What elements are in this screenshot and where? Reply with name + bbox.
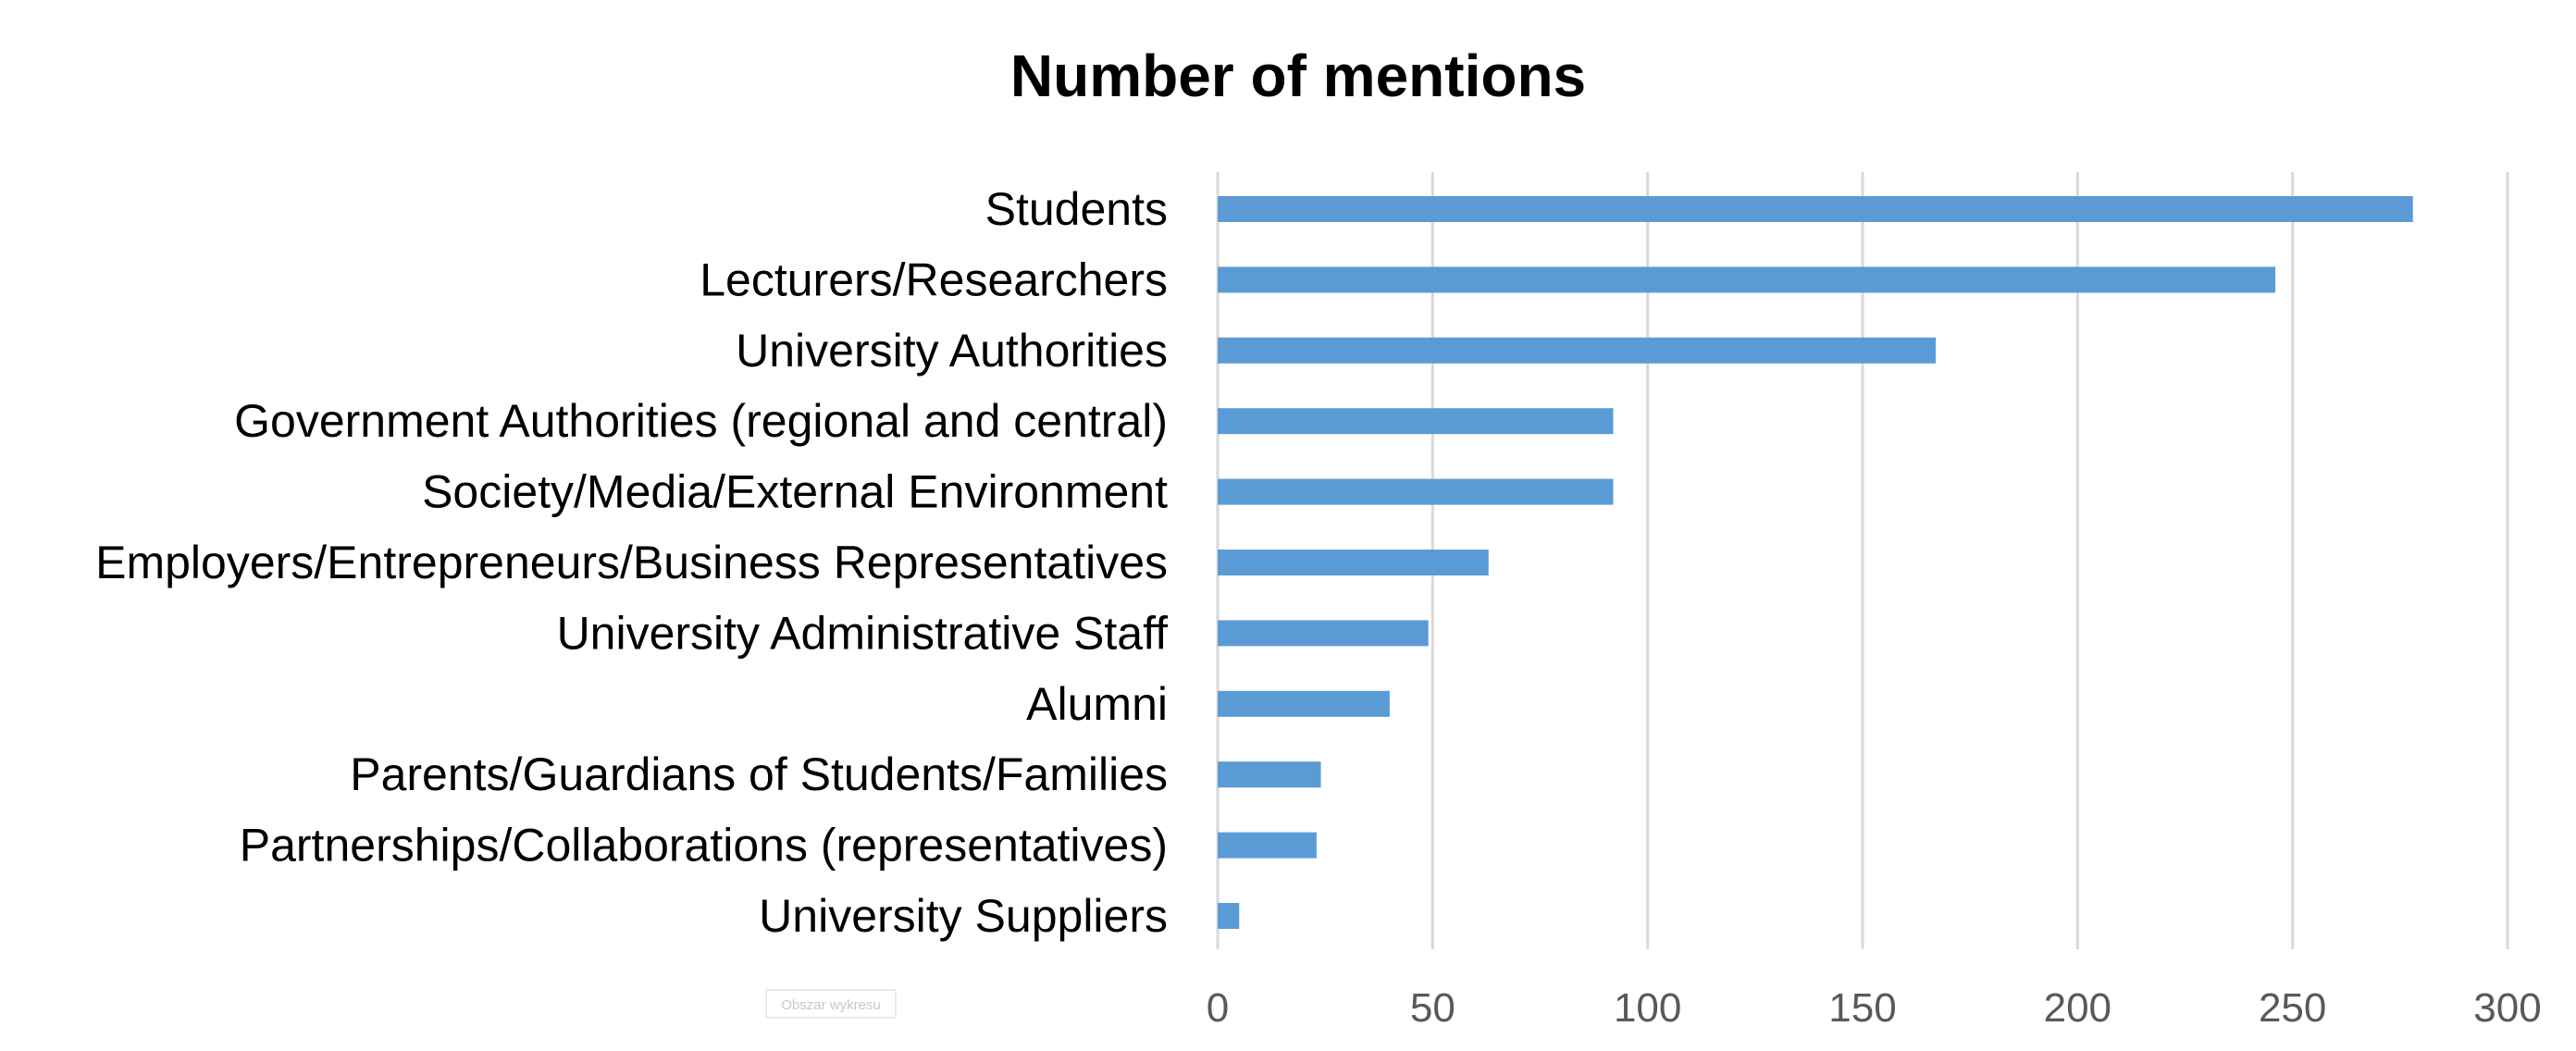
bar — [1218, 832, 1317, 859]
x-tick-label: 200 — [2044, 985, 2112, 1031]
category-label: Society/Media/External Environment — [422, 466, 1168, 518]
plot-area-tag: Obszar wykresu — [765, 989, 897, 1019]
x-tick-label: 300 — [2473, 985, 2541, 1031]
category-label: Government Authorities (regional and cen… — [234, 395, 1168, 447]
plot-area-tag-text: Obszar wykresu — [781, 997, 881, 1013]
bar — [1218, 337, 1936, 364]
bar — [1218, 620, 1429, 647]
bar — [1218, 196, 2413, 222]
category-label: University Administrative Staff — [557, 607, 1169, 659]
category-label: Students — [985, 183, 1168, 235]
gridlines — [1216, 172, 2509, 949]
category-label: University Suppliers — [759, 890, 1168, 942]
category-label: Lecturers/Researchers — [700, 253, 1168, 305]
bar — [1218, 903, 1240, 929]
bar — [1218, 478, 1614, 505]
x-tick-label: 100 — [1614, 985, 1681, 1031]
bar — [1218, 408, 1614, 435]
category-label: University Authorities — [736, 325, 1168, 377]
x-axis-tick-labels: 0 50 100 150 200 250 300 — [1207, 985, 2542, 1031]
bar — [1218, 550, 1489, 575]
bar — [1218, 266, 2276, 293]
x-tick-label: 250 — [2259, 985, 2326, 1031]
bar — [1218, 690, 1390, 717]
x-tick-label: 50 — [1410, 985, 1455, 1031]
category-label: Parents/Guardians of Students/Families — [350, 748, 1168, 800]
chart-title: Number of mentions — [1010, 43, 1586, 109]
x-tick-label: 150 — [1828, 985, 1896, 1031]
category-label: Employers/Entrepreneurs/Business Represe… — [95, 537, 1168, 588]
category-labels: Students Lecturers/Researchers University … — [95, 183, 1168, 942]
bars — [1218, 196, 2413, 929]
category-label: Partnerships/Collaborations (representat… — [240, 820, 1168, 872]
category-label: Alumni — [1026, 678, 1168, 730]
x-tick-label: 0 — [1207, 985, 1229, 1031]
bar — [1218, 761, 1321, 788]
